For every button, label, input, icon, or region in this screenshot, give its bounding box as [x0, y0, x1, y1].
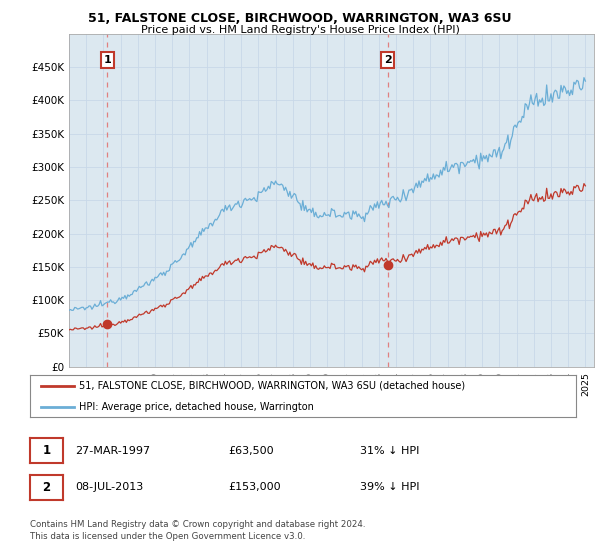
Text: 1: 1: [43, 444, 50, 458]
Text: Contains HM Land Registry data © Crown copyright and database right 2024.: Contains HM Land Registry data © Crown c…: [30, 520, 365, 529]
Text: 2: 2: [384, 55, 392, 66]
Text: 31% ↓ HPI: 31% ↓ HPI: [360, 446, 419, 456]
Text: 39% ↓ HPI: 39% ↓ HPI: [360, 482, 419, 492]
Text: HPI: Average price, detached house, Warrington: HPI: Average price, detached house, Warr…: [79, 402, 314, 412]
Text: This data is licensed under the Open Government Licence v3.0.: This data is licensed under the Open Gov…: [30, 532, 305, 541]
Text: £63,500: £63,500: [228, 446, 274, 456]
Text: 1: 1: [104, 55, 111, 66]
Text: 51, FALSTONE CLOSE, BIRCHWOOD, WARRINGTON, WA3 6SU: 51, FALSTONE CLOSE, BIRCHWOOD, WARRINGTO…: [88, 12, 512, 25]
Text: 27-MAR-1997: 27-MAR-1997: [75, 446, 150, 456]
Text: £153,000: £153,000: [228, 482, 281, 492]
Text: 2: 2: [43, 480, 50, 494]
Text: 08-JUL-2013: 08-JUL-2013: [75, 482, 143, 492]
Text: Price paid vs. HM Land Registry's House Price Index (HPI): Price paid vs. HM Land Registry's House …: [140, 25, 460, 35]
Text: 51, FALSTONE CLOSE, BIRCHWOOD, WARRINGTON, WA3 6SU (detached house): 51, FALSTONE CLOSE, BIRCHWOOD, WARRINGTO…: [79, 381, 465, 391]
